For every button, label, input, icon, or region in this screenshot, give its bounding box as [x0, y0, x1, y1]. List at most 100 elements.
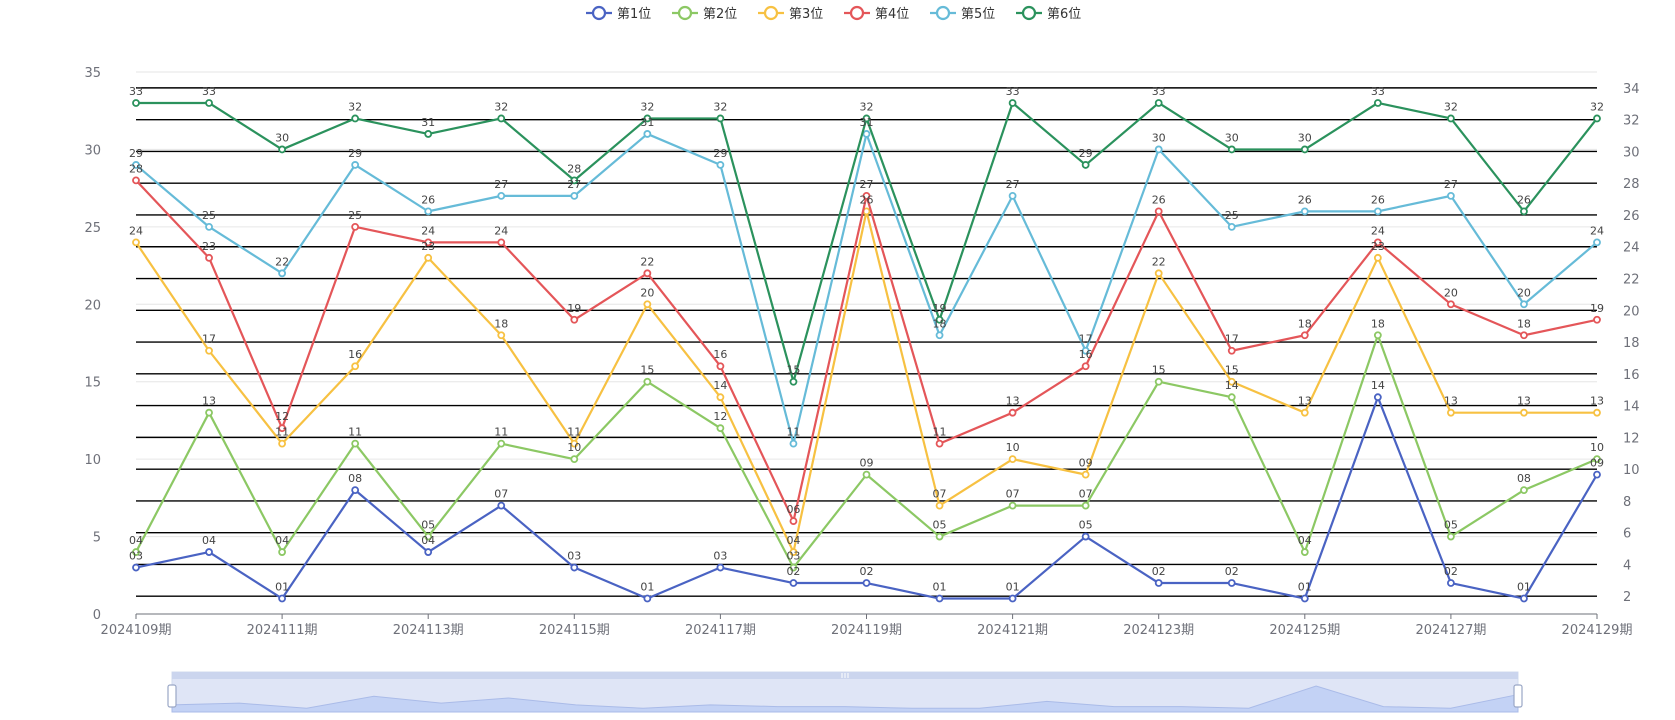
data-point[interactable] — [1593, 315, 1601, 324]
data-point[interactable] — [205, 99, 213, 107]
data-point[interactable] — [1593, 114, 1601, 123]
data-point[interactable] — [351, 362, 360, 371]
data-point[interactable] — [1300, 548, 1309, 556]
data-point[interactable] — [1008, 99, 1017, 107]
data-point[interactable] — [716, 114, 725, 123]
data-point[interactable] — [1008, 594, 1017, 603]
data-point[interactable] — [935, 331, 944, 340]
data-point[interactable] — [497, 114, 506, 123]
data-point[interactable] — [862, 470, 871, 479]
data-point[interactable] — [716, 424, 725, 433]
data-point[interactable] — [1008, 501, 1017, 510]
data-point[interactable] — [1300, 408, 1309, 417]
data-zoom-slider[interactable] — [167, 671, 1523, 713]
data-point[interactable] — [497, 191, 506, 200]
data-point[interactable] — [1008, 408, 1017, 417]
data-point[interactable] — [1300, 145, 1309, 154]
data-point[interactable] — [278, 439, 287, 448]
data-point[interactable] — [132, 161, 140, 169]
data-point[interactable] — [935, 315, 944, 324]
data-point[interactable] — [1447, 114, 1455, 123]
data-point[interactable] — [205, 222, 213, 231]
data-point[interactable] — [570, 176, 579, 185]
data-point[interactable] — [205, 408, 213, 417]
data-point[interactable] — [1593, 238, 1601, 247]
data-point[interactable] — [570, 191, 579, 200]
data-point[interactable] — [1227, 346, 1236, 355]
legend-item-3[interactable]: 第3位 — [758, 5, 823, 22]
data-point[interactable] — [862, 130, 871, 138]
data-point[interactable] — [1373, 393, 1382, 402]
data-point[interactable] — [643, 594, 652, 603]
data-point[interactable] — [278, 145, 287, 154]
data-point[interactable] — [1593, 470, 1601, 479]
data-point[interactable] — [1154, 99, 1163, 107]
data-point[interactable] — [643, 269, 652, 278]
data-point[interactable] — [497, 501, 506, 510]
data-point[interactable] — [643, 130, 652, 138]
data-point[interactable] — [1593, 455, 1601, 464]
data-point[interactable] — [935, 532, 944, 541]
data-point[interactable] — [1227, 145, 1236, 154]
data-point[interactable] — [716, 563, 725, 572]
data-point[interactable] — [1081, 362, 1090, 371]
data-point[interactable] — [1154, 145, 1163, 154]
data-point[interactable] — [132, 238, 140, 247]
data-point[interactable] — [1520, 207, 1528, 216]
data-point[interactable] — [1447, 300, 1455, 309]
data-point[interactable] — [497, 439, 506, 448]
data-point[interactable] — [935, 439, 944, 448]
data-point[interactable] — [862, 191, 871, 200]
data-point[interactable] — [789, 439, 798, 448]
data-point[interactable] — [789, 548, 798, 556]
data-point[interactable] — [424, 532, 433, 541]
data-point[interactable] — [1300, 594, 1309, 603]
data-point[interactable] — [497, 238, 506, 247]
data-point[interactable] — [862, 579, 871, 587]
zoom-handle-left[interactable] — [167, 684, 177, 708]
data-point[interactable] — [789, 377, 798, 386]
data-point[interactable] — [424, 548, 433, 556]
data-point[interactable] — [1300, 207, 1309, 216]
data-point[interactable] — [132, 548, 140, 556]
data-point[interactable] — [789, 517, 798, 525]
data-point[interactable] — [1081, 532, 1090, 541]
data-point[interactable] — [351, 439, 360, 448]
data-point[interactable] — [1447, 532, 1455, 541]
data-point[interactable] — [205, 548, 213, 556]
data-point[interactable] — [862, 114, 871, 123]
data-point[interactable] — [351, 161, 360, 169]
data-point[interactable] — [424, 253, 433, 262]
data-point[interactable] — [1520, 594, 1528, 603]
data-point[interactable] — [351, 222, 360, 231]
data-point[interactable] — [1008, 191, 1017, 200]
data-point[interactable] — [1154, 377, 1163, 386]
data-point[interactable] — [1520, 300, 1528, 309]
data-point[interactable] — [570, 315, 579, 324]
data-point[interactable] — [1227, 579, 1236, 587]
data-point[interactable] — [1154, 269, 1163, 278]
data-point[interactable] — [132, 99, 140, 107]
data-point[interactable] — [716, 362, 725, 371]
data-point[interactable] — [1447, 408, 1455, 417]
data-point[interactable] — [935, 501, 944, 510]
data-point[interactable] — [1520, 331, 1528, 340]
data-point[interactable] — [1081, 346, 1090, 355]
data-point[interactable] — [424, 130, 433, 138]
data-point[interactable] — [1447, 579, 1455, 587]
data-point[interactable] — [716, 393, 725, 402]
data-point[interactable] — [1373, 207, 1382, 216]
data-point[interactable] — [570, 439, 579, 448]
legend-item-1[interactable]: 第1位 — [586, 5, 651, 22]
data-point[interactable] — [789, 563, 798, 572]
data-point[interactable] — [497, 331, 506, 340]
data-point[interactable] — [1520, 486, 1528, 495]
data-point[interactable] — [643, 114, 652, 123]
data-point[interactable] — [205, 346, 213, 355]
data-point[interactable] — [1593, 408, 1601, 417]
data-point[interactable] — [789, 579, 798, 587]
data-point[interactable] — [351, 114, 360, 123]
legend-item-5[interactable]: 第5位 — [930, 5, 995, 22]
data-point[interactable] — [1300, 331, 1309, 340]
data-point[interactable] — [1373, 253, 1382, 262]
